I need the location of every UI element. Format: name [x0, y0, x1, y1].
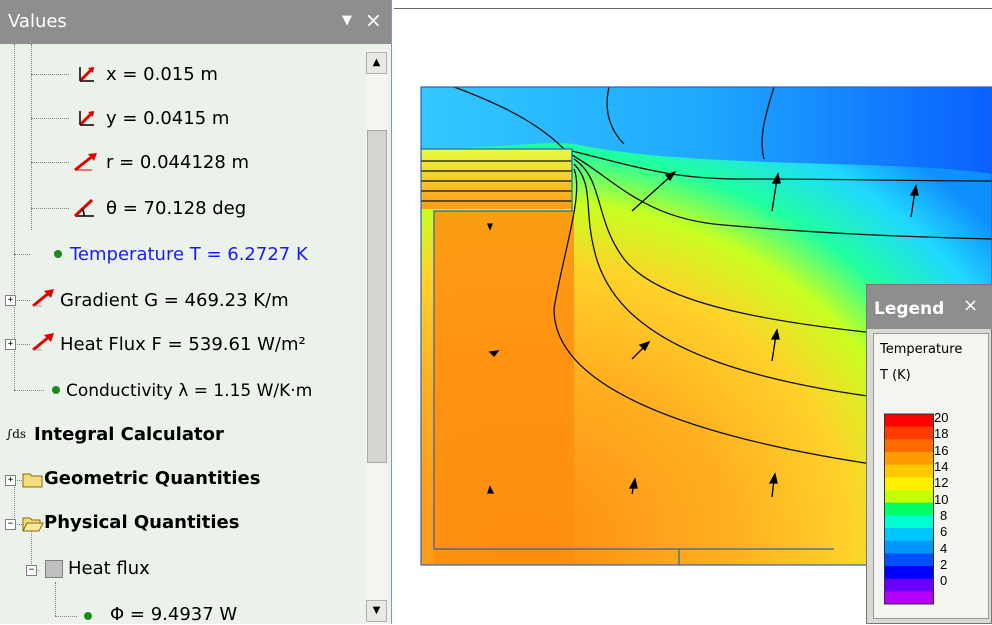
legend-bar-border	[884, 413, 934, 605]
angle-icon	[73, 198, 94, 218]
legend-color-band	[884, 553, 934, 567]
coordinate-x-icon	[79, 66, 95, 82]
legend-color-band	[884, 566, 934, 580]
legend-color-band	[884, 578, 934, 592]
legend-color-band	[884, 591, 934, 605]
tree-item-y[interactable]: y = 0.0415 m	[106, 108, 230, 129]
tree-connector	[14, 390, 44, 391]
tree-connector	[31, 44, 32, 230]
legend-tick-label: 12	[934, 475, 949, 491]
legend-color-band	[884, 490, 934, 504]
legend-color-band	[884, 477, 934, 491]
collapse-heatflux-node-icon[interactable]: −	[26, 565, 37, 576]
scroll-up-button[interactable]: ▲	[366, 52, 387, 74]
expand-heatflux-icon[interactable]: +	[5, 339, 16, 350]
legend-tick-label: 18	[934, 426, 949, 442]
legend-color-band	[884, 414, 934, 428]
scalar-dot-icon	[52, 386, 60, 394]
expand-geometric-icon[interactable]: +	[5, 475, 16, 486]
legend-unit: T (K)	[880, 368, 911, 383]
tree-item-conductivity[interactable]: Conductivity λ = 1.15 W/K·m	[66, 381, 313, 401]
collapse-physical-icon[interactable]: −	[5, 519, 16, 530]
legend-title: Legend	[874, 299, 945, 319]
legend-color-band	[884, 464, 934, 478]
panel-close-button[interactable]: ×	[365, 8, 382, 32]
legend-color-band	[884, 540, 934, 554]
legend-color-band	[884, 439, 934, 453]
legend-tick-label: 16	[934, 442, 949, 458]
tree-connector	[14, 44, 15, 390]
panel-title: Values	[8, 11, 67, 32]
tree-connector	[14, 524, 22, 525]
field-region	[434, 211, 574, 565]
tree-item-heatflux[interactable]: Heat Flux F = 539.61 W/m²	[60, 334, 306, 355]
legend-tick-label: 2	[940, 557, 948, 573]
legend-color-band	[884, 528, 934, 542]
scroll-thumb[interactable]	[367, 130, 387, 463]
radius-vector-icon	[74, 153, 97, 172]
folder-open-icon	[22, 517, 44, 532]
tree-connector	[14, 300, 30, 301]
legend-window[interactable]: Legend × Temperature T (K) 20 18 16 14 12 10 8…	[866, 284, 992, 624]
legend-tick-label: 20	[934, 410, 949, 425]
tree-item-r[interactable]: r = 0.044128 m	[106, 152, 250, 173]
legend-color-band	[884, 502, 934, 516]
legend-header: Legend ×	[867, 285, 992, 329]
panel-header: Values ▼ ×	[0, 0, 391, 44]
tree-connector	[55, 616, 77, 617]
legend-tick-label: 10	[934, 491, 949, 507]
values-tree: x = 0.015 m y = 0.0415 m r = 0.044128 m …	[0, 44, 364, 624]
tree-item-theta[interactable]: θ = 70.128 deg	[106, 198, 247, 219]
legend-color-band	[884, 515, 934, 529]
legend-body: Temperature T (K) 20 18 16 14 12 10 8 6 4 2 0	[873, 333, 989, 619]
coordinate-y-icon	[79, 110, 95, 126]
tree-item-phi[interactable]: Φ = 9.4937 W	[110, 604, 238, 624]
legend-quantity: Temperature	[880, 342, 963, 357]
tree-connector	[31, 118, 69, 119]
tree-item-integral-calculator[interactable]: Integral Calculator	[34, 424, 224, 445]
tree-connector	[31, 74, 69, 75]
tree-item-temperature[interactable]: Temperature T = 6.2727 K	[70, 244, 308, 265]
legend-color-bar	[884, 413, 934, 605]
vector-arrow-icon	[32, 289, 54, 308]
folder-icon	[22, 473, 43, 488]
scroll-down-button[interactable]: ▼	[366, 600, 387, 622]
tree-connector	[55, 582, 56, 616]
legend-tick-label: 8	[940, 508, 948, 524]
vector-arrow-icon	[32, 333, 54, 352]
field-region	[421, 149, 571, 209]
legend-color-band	[884, 452, 934, 466]
tree-connector	[31, 530, 32, 570]
tree-item-heatflux-node[interactable]: Heat flux	[68, 558, 150, 579]
field-region	[421, 87, 992, 174]
tree-item-physical-quantities[interactable]: Physical Quantities	[44, 512, 240, 533]
legend-tick-label: 6	[940, 524, 948, 540]
panel-dropdown-button[interactable]: ▼	[342, 13, 352, 28]
tree-connector	[14, 480, 15, 524]
expand-gradient-icon[interactable]: +	[5, 295, 16, 306]
flux-arrows	[487, 170, 919, 498]
tree-item-geometric-quantities[interactable]: Geometric Quantities	[44, 468, 261, 489]
legend-tick-label: 0	[940, 573, 948, 589]
quantity-box-icon	[45, 560, 63, 578]
integral-calculator-icon: ∫ds	[6, 427, 27, 441]
tree-connector	[14, 344, 30, 345]
tree-item-x[interactable]: x = 0.015 m	[106, 64, 218, 85]
domain-boundaries	[420, 86, 992, 566]
legend-close-button[interactable]: ×	[963, 295, 979, 316]
legend-tick-label: 4	[940, 540, 948, 556]
tree-connector	[14, 480, 22, 481]
tree-item-gradient[interactable]: Gradient G = 469.23 K/m	[60, 290, 289, 311]
tree-connector	[14, 254, 30, 255]
values-panel: Values ▼ × x = 0.015 m	[0, 0, 392, 624]
tree-connector	[31, 208, 69, 209]
tree-connector	[31, 162, 69, 163]
legend-color-band	[884, 426, 934, 440]
scalar-dot-icon	[84, 612, 92, 620]
isotherm-lines	[421, 86, 992, 480]
scalar-dot-icon	[54, 250, 62, 258]
legend-tick-label: 14	[934, 459, 949, 475]
